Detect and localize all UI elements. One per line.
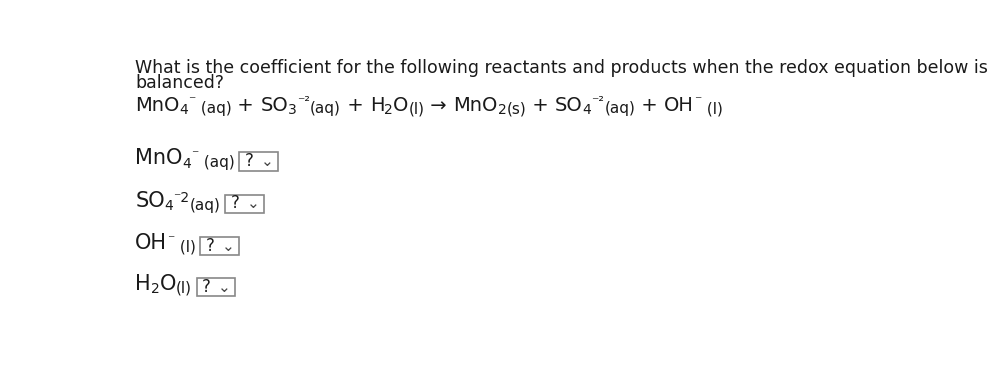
Bar [226,194,264,213]
Text: ?: ? [245,152,254,170]
Text: (aq): (aq) [604,101,635,116]
Text: 2: 2 [497,103,507,117]
Bar [200,237,239,255]
Text: ?: ? [202,277,210,296]
Text: MnO: MnO [135,149,182,168]
Text: ⁻: ⁻ [167,233,174,247]
Text: ?: ? [231,194,240,212]
Text: (aq): (aq) [198,155,235,170]
Bar [239,152,278,171]
Text: +: + [526,96,555,115]
Bar [196,277,236,296]
Text: (aq): (aq) [195,101,232,116]
Text: ⁻²: ⁻² [297,95,310,109]
Text: H: H [135,274,151,294]
Text: What is the coefficient for the following reactants and products when the redox : What is the coefficient for the followin… [135,59,988,77]
Text: 2: 2 [151,282,159,296]
Text: balanced?: balanced? [135,74,225,92]
Text: ⁻: ⁻ [191,149,198,162]
Text: (l): (l) [702,101,722,116]
Text: MnO: MnO [453,96,497,115]
Text: ⁻2: ⁻2 [173,191,189,205]
Text: ⁻: ⁻ [694,95,702,109]
Text: ⌄: ⌄ [219,279,231,294]
Text: (l): (l) [176,280,192,296]
Text: MnO: MnO [135,96,179,115]
Text: 2: 2 [385,103,393,117]
Text: ?: ? [205,237,214,255]
Text: 4: 4 [179,103,188,117]
Text: ⌄: ⌄ [261,154,274,169]
Text: ⌄: ⌄ [247,196,260,211]
Text: SO: SO [555,96,583,115]
Text: H: H [370,96,385,115]
Text: OH: OH [665,96,694,115]
Text: O: O [159,274,176,294]
Text: SO: SO [261,96,288,115]
Text: ⁻²: ⁻² [591,95,604,109]
Text: +: + [635,96,665,115]
Text: +: + [340,96,370,115]
Text: +: + [232,96,261,115]
Text: O: O [393,96,408,115]
Text: 4: 4 [165,199,173,213]
Text: (aq): (aq) [310,101,340,116]
Text: (l): (l) [174,240,195,255]
Text: 4: 4 [182,157,191,171]
Text: SO: SO [135,191,165,211]
Text: ⌄: ⌄ [222,239,235,254]
Text: (s): (s) [507,101,526,116]
Text: ⁻: ⁻ [188,95,195,109]
Text: 4: 4 [583,103,591,117]
Text: (l): (l) [408,101,424,116]
Text: →: → [424,96,453,115]
Text: 3: 3 [288,103,297,117]
Text: (aq): (aq) [189,197,221,212]
Text: OH: OH [135,233,167,253]
